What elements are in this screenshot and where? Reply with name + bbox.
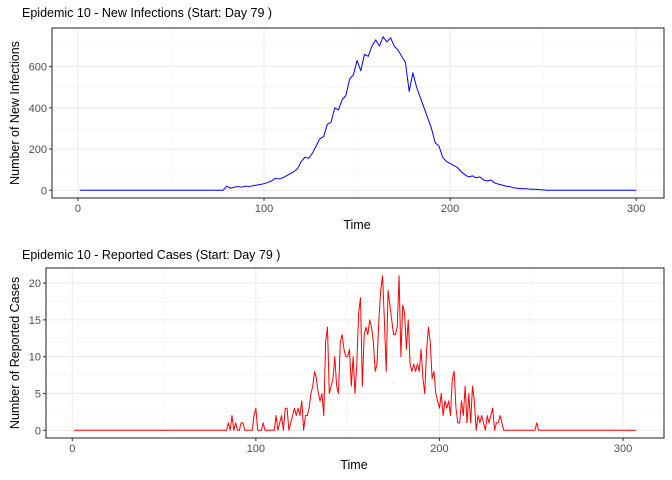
- panel-border: [45, 267, 665, 439]
- plot-background: [52, 28, 664, 198]
- panel-reported-cases: Epidemic 10 - Reported Cases (Start: Day…: [8, 248, 665, 472]
- y-tick-label: 0: [35, 425, 41, 437]
- y-tick-label: 15: [29, 315, 41, 327]
- y-tick-label: 200: [29, 144, 47, 156]
- panel-new-infections: Epidemic 10 - New Infections (Start: Day…: [8, 6, 665, 232]
- series-line: [74, 275, 636, 431]
- y-tick-label: 20: [29, 278, 41, 290]
- x-tick-label: 100: [255, 203, 273, 215]
- y-tick-label: 0: [41, 185, 47, 197]
- x-axis-label: Time: [343, 218, 370, 232]
- plot-background: [46, 268, 664, 438]
- y-tick-label: 5: [35, 388, 41, 400]
- x-tick-label: 200: [441, 203, 459, 215]
- y-tick-label: 10: [29, 352, 41, 364]
- y-tick-label: 600: [29, 62, 47, 74]
- x-tick-label: 100: [247, 443, 265, 455]
- x-tick-label: 200: [430, 443, 448, 455]
- y-axis-label: Number of Reported Cases: [8, 277, 22, 429]
- x-tick-label: 0: [75, 203, 81, 215]
- panel-border: [51, 27, 665, 199]
- series-line: [79, 36, 637, 191]
- y-axis-label: Number of New Infections: [8, 41, 22, 185]
- y-tick-label: 400: [29, 103, 47, 115]
- chart-title: Epidemic 10 - Reported Cases (Start: Day…: [22, 248, 280, 262]
- x-tick-label: 300: [614, 443, 632, 455]
- x-tick-label: 0: [69, 443, 75, 455]
- x-axis-label: Time: [340, 458, 367, 472]
- x-tick-label: 300: [627, 203, 645, 215]
- chart-title: Epidemic 10 - New Infections (Start: Day…: [22, 6, 272, 20]
